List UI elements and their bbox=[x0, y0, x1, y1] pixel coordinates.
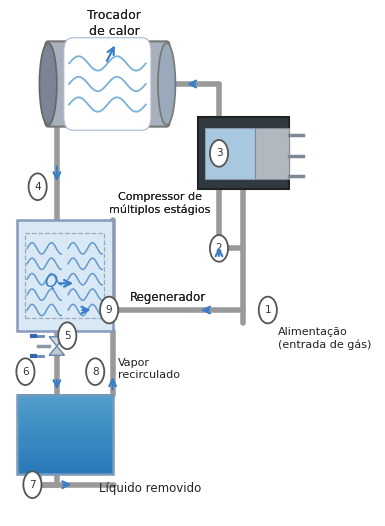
Bar bbox=[255, 128, 290, 179]
Circle shape bbox=[23, 471, 42, 498]
Text: Compressor de
múltiplos estágios: Compressor de múltiplos estágios bbox=[109, 192, 210, 215]
Text: Trocador
de calor: Trocador de calor bbox=[87, 9, 141, 38]
Bar bbox=[17, 410, 113, 414]
Text: Trocador
de calor: Trocador de calor bbox=[87, 9, 141, 38]
Bar bbox=[17, 454, 113, 459]
Circle shape bbox=[100, 297, 118, 323]
Circle shape bbox=[58, 322, 76, 349]
Bar bbox=[198, 117, 289, 189]
Bar bbox=[17, 406, 113, 411]
Bar bbox=[17, 446, 113, 451]
Bar bbox=[17, 220, 113, 330]
Bar bbox=[17, 418, 113, 423]
Text: 6: 6 bbox=[22, 367, 29, 377]
Text: 1: 1 bbox=[264, 305, 271, 315]
Bar bbox=[17, 430, 113, 434]
Bar bbox=[17, 442, 113, 447]
Bar bbox=[17, 434, 113, 439]
Circle shape bbox=[259, 297, 277, 323]
FancyBboxPatch shape bbox=[45, 42, 169, 127]
Bar bbox=[17, 422, 113, 427]
Circle shape bbox=[210, 140, 228, 167]
Bar bbox=[17, 450, 113, 454]
Bar bbox=[205, 128, 255, 179]
Bar bbox=[17, 394, 113, 399]
Text: Regenerador: Regenerador bbox=[130, 291, 206, 304]
Bar bbox=[17, 470, 113, 474]
Text: Líquido removido: Líquido removido bbox=[99, 482, 201, 495]
Text: 4: 4 bbox=[34, 182, 41, 192]
FancyBboxPatch shape bbox=[64, 38, 151, 130]
Text: 2: 2 bbox=[216, 244, 222, 254]
Bar bbox=[17, 458, 113, 462]
Text: Alimentação
(entrada de gás): Alimentação (entrada de gás) bbox=[278, 327, 372, 350]
Bar bbox=[17, 462, 113, 467]
Circle shape bbox=[86, 358, 104, 385]
Bar bbox=[25, 233, 104, 318]
Bar bbox=[17, 426, 113, 431]
Ellipse shape bbox=[158, 43, 176, 125]
Bar bbox=[17, 398, 113, 403]
Circle shape bbox=[17, 358, 35, 385]
Circle shape bbox=[28, 174, 47, 200]
Polygon shape bbox=[49, 346, 65, 355]
Text: Vapor
recirculado: Vapor recirculado bbox=[118, 358, 180, 380]
Text: 3: 3 bbox=[216, 148, 222, 158]
Bar bbox=[17, 466, 113, 470]
Bar bbox=[17, 402, 113, 407]
Polygon shape bbox=[49, 337, 65, 346]
Bar bbox=[17, 438, 113, 442]
Bar bbox=[17, 395, 113, 474]
Text: $Q$: $Q$ bbox=[44, 272, 59, 291]
Text: 7: 7 bbox=[29, 480, 36, 490]
Text: 8: 8 bbox=[92, 367, 99, 377]
Ellipse shape bbox=[39, 43, 57, 125]
Text: 5: 5 bbox=[64, 331, 70, 341]
Bar bbox=[17, 414, 113, 419]
Text: Compressor de
múltiplos estágios: Compressor de múltiplos estágios bbox=[109, 192, 210, 215]
Circle shape bbox=[210, 235, 228, 262]
Text: 9: 9 bbox=[106, 305, 112, 315]
Text: Regenerador: Regenerador bbox=[130, 291, 206, 304]
